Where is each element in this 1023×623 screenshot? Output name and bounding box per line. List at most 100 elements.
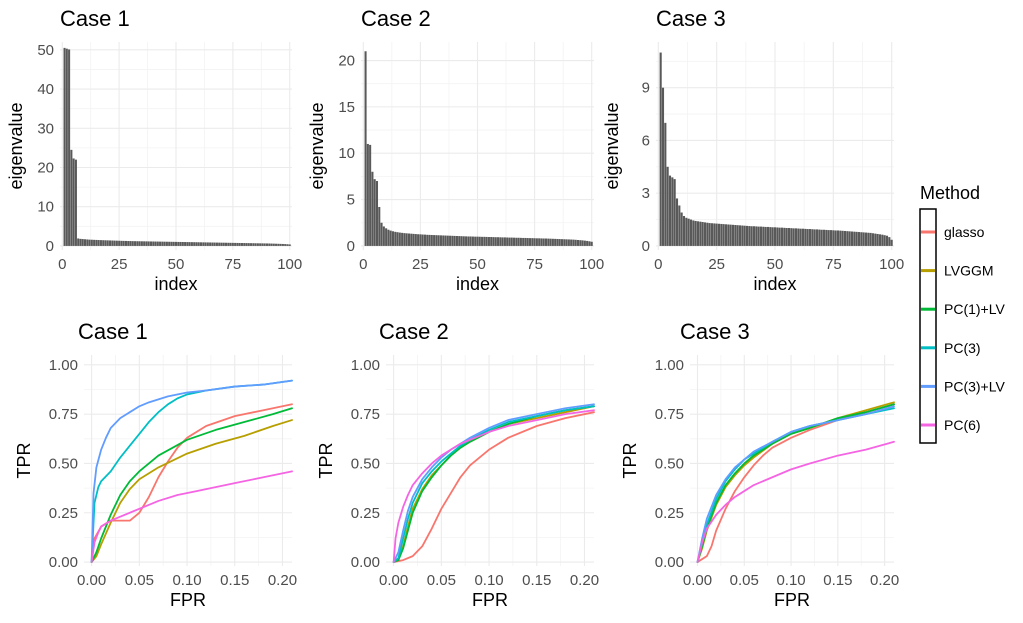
- eigenvalue-bar: [417, 234, 420, 246]
- y-axis-title: eigenvalue: [602, 102, 622, 189]
- eigenvalue-bar: [435, 235, 438, 246]
- eigenvalue-bar: [243, 243, 246, 246]
- eigenvalue-bar: [734, 225, 737, 246]
- x-axis-title: index: [753, 274, 796, 294]
- eigenvalue-bar: [138, 241, 141, 246]
- x-tick-label: 0.00: [379, 572, 408, 589]
- eigenvalue-bar: [451, 235, 454, 246]
- eigenvalue-bar: [510, 237, 513, 246]
- eigenvalue-bar: [762, 226, 765, 246]
- eigenvalue-bar: [387, 229, 390, 246]
- eigenvalue-bar: [118, 240, 121, 246]
- eigenvalue-bar: [834, 230, 837, 246]
- eigenvalue-bar: [508, 237, 511, 246]
- eigenvalue-bar: [106, 240, 109, 246]
- eigenvalue-bar: [862, 232, 865, 246]
- eigenvalue-bar: [515, 237, 518, 246]
- eigenvalue-bar: [567, 239, 570, 246]
- eigenvalue-panel-case-1: 0 25 50 75 10001020304050indexeigenvalueCase…: [6, 6, 302, 294]
- eigenvalue-bar: [717, 223, 721, 246]
- eigenvalue-bar: [231, 242, 234, 246]
- eigenvalue-bar: [687, 218, 690, 246]
- eigenvalue-bar: [190, 242, 193, 246]
- eigenvalue-bar: [433, 235, 436, 246]
- eigenvalue-bar: [818, 229, 821, 246]
- eigenvalue-bar: [279, 243, 282, 246]
- plot-area: [386, 355, 594, 566]
- eigenvalue-bar: [465, 236, 468, 246]
- eigenvalue-bar: [225, 242, 228, 246]
- eigenvalue-bar: [120, 240, 123, 246]
- panel-title: Case 1: [60, 6, 130, 31]
- eigenvalue-bar: [426, 234, 429, 246]
- eigenvalue-bar: [675, 198, 679, 246]
- eigenvalue-bar: [563, 239, 566, 246]
- eigenvalue-bar: [143, 241, 146, 246]
- x-tick-label: 0.15: [220, 572, 249, 589]
- eigenvalue-bar: [682, 216, 686, 246]
- x-tick-label: 0.00: [683, 572, 712, 589]
- legend-item: PC(6): [921, 417, 981, 433]
- eigenvalue-bar: [501, 237, 504, 246]
- eigenvalue-bar: [288, 244, 291, 246]
- eigenvalue-bar: [776, 227, 779, 246]
- eigenvalue-bar: [234, 242, 237, 246]
- eigenvalue-bar: [586, 240, 589, 246]
- eigenvalue-bar: [871, 233, 875, 246]
- eigenvalue-bar: [673, 179, 676, 246]
- eigenvalue-bar: [478, 236, 481, 246]
- eigenvalue-bar: [439, 235, 442, 246]
- eigenvalue-bar: [727, 224, 730, 246]
- eigenvalue-bar: [229, 242, 232, 246]
- eigenvalue-bar: [181, 242, 184, 246]
- eigenvalue-bar: [560, 239, 564, 246]
- eigenvalue-bar: [787, 227, 791, 246]
- eigenvalue-bar: [209, 242, 212, 246]
- eigenvalue-bar: [668, 175, 672, 246]
- eigenvalue-bar: [394, 231, 397, 246]
- eigenvalue-bar: [522, 237, 525, 246]
- eigenvalue-bar: [77, 238, 80, 246]
- roc-panel-case-1: 0.00 0.05 0.10 0.15 0.20 0.00 0.25 0.50 0.75 1.00…: [14, 319, 297, 610]
- eigenvalue-bar: [97, 240, 100, 246]
- eigenvalue-bar: [499, 237, 502, 246]
- roc-line-pc-3-: [392, 405, 595, 563]
- eigenvalue-bar: [506, 237, 509, 246]
- eigenvalue-bar: [664, 122, 667, 246]
- eigenvalue-bar: [724, 224, 728, 246]
- eigenvalue-bar: [766, 226, 770, 246]
- y-tick-label: 50: [37, 42, 54, 59]
- eigenvalue-bar: [254, 243, 257, 246]
- eigenvalue-bar: [850, 231, 854, 246]
- eigenvalue-bar: [284, 244, 287, 246]
- roc-line-pc-1-lv: [696, 403, 895, 563]
- eigenvalue-bar: [86, 239, 89, 246]
- eigenvalue-bar: [773, 227, 777, 246]
- eigenvalue-bar: [238, 242, 241, 246]
- eigenvalue-bar: [423, 234, 426, 246]
- y-axis-title: TPR: [14, 442, 34, 478]
- eigenvalue-bar: [565, 239, 568, 246]
- y-tick-label: 0.75: [49, 406, 78, 423]
- eigenvalue-bar: [806, 229, 809, 246]
- eigenvalue-bar: [115, 240, 118, 246]
- eigenvalue-bar: [815, 229, 819, 246]
- eigenvalue-bar: [403, 233, 406, 246]
- eigenvalue-bar: [188, 242, 191, 246]
- eigenvalue-bar: [481, 236, 484, 246]
- eigenvalue-bar: [547, 238, 550, 246]
- x-tick-label: 75: [526, 256, 543, 273]
- eigenvalue-bar: [163, 241, 166, 246]
- eigenvalue-bar: [281, 243, 284, 246]
- eigenvalue-bar: [533, 238, 536, 246]
- eigenvalue-bar: [140, 241, 143, 246]
- eigenvalue-bar: [869, 232, 872, 246]
- x-tick-label: 0.20: [268, 572, 297, 589]
- eigenvalue-bar: [109, 240, 112, 246]
- x-tick-label: 75: [825, 256, 842, 273]
- eigenvalue-bar: [494, 237, 497, 246]
- panel-title: Case 2: [379, 319, 449, 344]
- eigenvalue-bar: [752, 226, 756, 246]
- roc-panel-case-3: 0.00 0.05 0.10 0.15 0.20 0.00 0.25 0.50 0.75 1.00…: [620, 319, 899, 610]
- eigenvalue-bar: [801, 228, 805, 246]
